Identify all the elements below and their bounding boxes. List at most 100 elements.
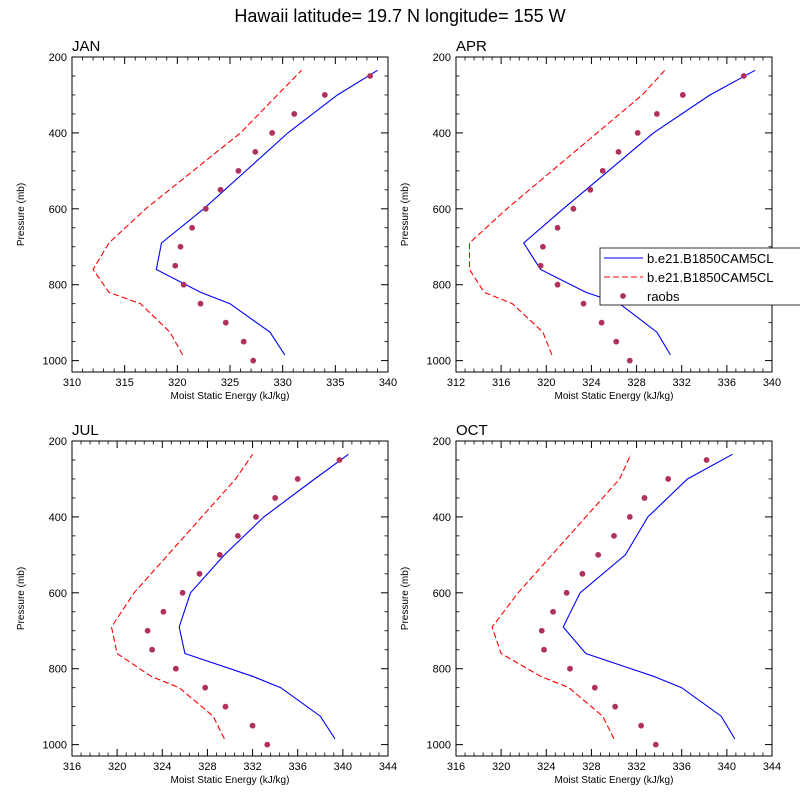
plot-frame: [71, 440, 389, 757]
x-tick-label: 336: [718, 377, 736, 389]
raobs-point: [144, 627, 151, 634]
legend-marker: [620, 293, 626, 299]
x-tick-label: 340: [763, 377, 781, 389]
raobs-point: [653, 111, 660, 117]
y-tick-label: 200: [49, 436, 67, 448]
x-tick-label: 344: [763, 761, 781, 773]
y-tick-label: 1000: [43, 356, 67, 368]
raobs-point: [149, 646, 156, 653]
panel-apr: APR 312 316 320 324 328 332 336 340 200 400 600 800 1…: [400, 38, 781, 402]
raobs-point: [252, 148, 259, 155]
y-tick-label: 800: [433, 280, 451, 292]
legend: b.e21.B1850CAM5CL b.e21.B1850CAM5CL raobs: [599, 247, 800, 306]
raobs-point: [367, 73, 373, 79]
raobs-point: [217, 186, 224, 193]
plot-frame: [455, 440, 773, 757]
raobs-point: [177, 243, 184, 250]
x-axis-label: Moist Static Energy (kJ/kg): [555, 775, 674, 786]
raobs-point: [336, 457, 343, 463]
raobs-point: [611, 532, 617, 539]
x-tick-label: 335: [326, 377, 344, 389]
y-tick-label: 400: [433, 512, 451, 524]
x-tick-label: 328: [198, 761, 216, 773]
raobs-point: [196, 570, 203, 577]
raobs-point: [235, 167, 242, 174]
x-tick-label: 328: [582, 761, 600, 773]
raobs-point: [613, 338, 620, 345]
raobs-point: [579, 570, 586, 577]
y-tick-label: 200: [433, 436, 451, 448]
raobs-point: [570, 205, 577, 212]
x-tick-label: 340: [334, 761, 352, 773]
y-tick-label: 400: [433, 128, 451, 140]
x-axis-label: Moist Static Energy (kJ/kg): [171, 391, 290, 402]
raobs-point: [554, 281, 561, 288]
y-tick-label: 1000: [427, 740, 451, 752]
x-tick-label: 332: [243, 761, 261, 773]
raobs-point: [595, 551, 602, 558]
x-tick-label: 336: [673, 761, 691, 773]
panel-jul: JUL 316 320 324 328 332 336 340 344 200 400 600 800 1…: [16, 422, 397, 786]
x-tick-label: 332: [627, 761, 645, 773]
raobs-point: [272, 495, 279, 501]
y-axis-label: Pressure (mb): [400, 567, 411, 630]
raobs-point: [222, 703, 229, 710]
y-tick-label: 1000: [43, 740, 67, 752]
x-tick-label: 330: [273, 377, 291, 389]
y-tick-label: 600: [49, 588, 67, 600]
raobs-point: [216, 551, 223, 558]
panel-title: JUL: [72, 422, 99, 439]
y-tick-label: 800: [433, 664, 451, 676]
y-axis-label: Pressure (mb): [16, 183, 27, 246]
x-tick-label: 344: [379, 761, 397, 773]
x-tick-label: 316: [63, 761, 81, 773]
y-tick-label: 600: [49, 204, 67, 216]
raobs-point: [665, 476, 672, 482]
raobs-point: [264, 741, 271, 748]
raobs-point: [172, 665, 179, 672]
series-line-solid: [155, 69, 378, 356]
raobs-point: [540, 243, 546, 250]
panel-title: OCT: [456, 422, 488, 439]
y-tick-label: 400: [49, 512, 67, 524]
figure-title: Hawaii latitude= 19.7 N longitude= 155 W: [234, 6, 565, 26]
raobs-point: [638, 722, 644, 729]
raobs-point: [580, 300, 587, 307]
series-line-solid: [522, 69, 756, 356]
x-tick-label: 320: [108, 761, 126, 773]
y-tick-label: 800: [49, 280, 67, 292]
x-tick-label: 324: [537, 761, 555, 773]
raobs-point: [615, 148, 622, 155]
y-axis-label: Pressure (mb): [400, 183, 411, 246]
x-tick-label: 320: [492, 761, 510, 773]
raobs-point: [563, 589, 570, 596]
legend-label: b.e21.B1850CAM5CL: [647, 251, 773, 266]
raobs-point: [160, 608, 167, 615]
x-tick-label: 324: [582, 377, 600, 389]
x-tick-label: 320: [168, 377, 186, 389]
raobs-point: [679, 92, 686, 98]
x-axis-label: Moist Static Energy (kJ/kg): [171, 775, 290, 786]
raobs-point: [197, 300, 204, 307]
x-tick-label: 315: [115, 377, 133, 389]
raobs-point: [740, 73, 747, 79]
raobs-point: [172, 262, 179, 269]
raobs-point: [321, 92, 328, 98]
panel-title: JAN: [72, 38, 100, 55]
series-line-dashed: [92, 69, 302, 356]
raobs-point: [222, 319, 229, 326]
raobs-point: [634, 130, 641, 136]
x-tick-label: 340: [379, 377, 397, 389]
x-tick-label: 316: [447, 761, 465, 773]
raobs-point: [550, 608, 556, 615]
x-tick-label: 325: [221, 377, 239, 389]
x-tick-label: 324: [153, 761, 171, 773]
y-tick-label: 600: [433, 204, 451, 216]
raobs-point: [291, 111, 298, 117]
x-tick-label: 336: [289, 761, 307, 773]
raobs-point: [294, 476, 301, 482]
raobs-point: [554, 224, 561, 231]
x-tick-label: 340: [718, 761, 736, 773]
y-tick-label: 1000: [427, 356, 451, 368]
series-line-dashed: [468, 69, 666, 356]
